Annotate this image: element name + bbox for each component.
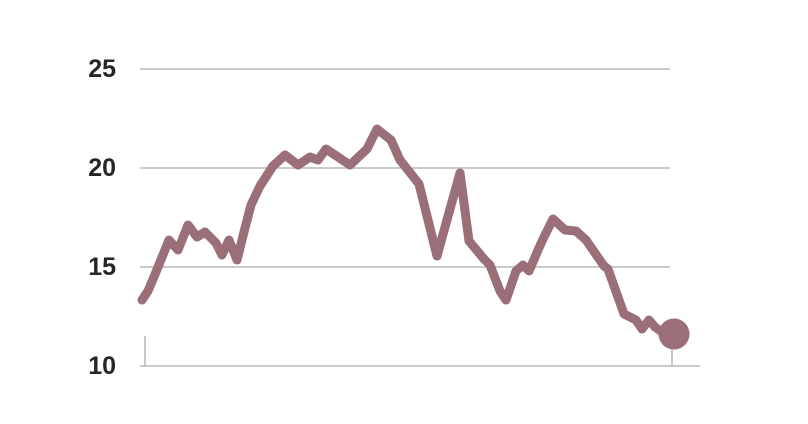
svg-text:15: 15 [88, 253, 116, 281]
svg-text:25: 25 [88, 55, 116, 83]
svg-text:10: 10 [88, 352, 116, 380]
svg-text:20: 20 [88, 154, 116, 182]
